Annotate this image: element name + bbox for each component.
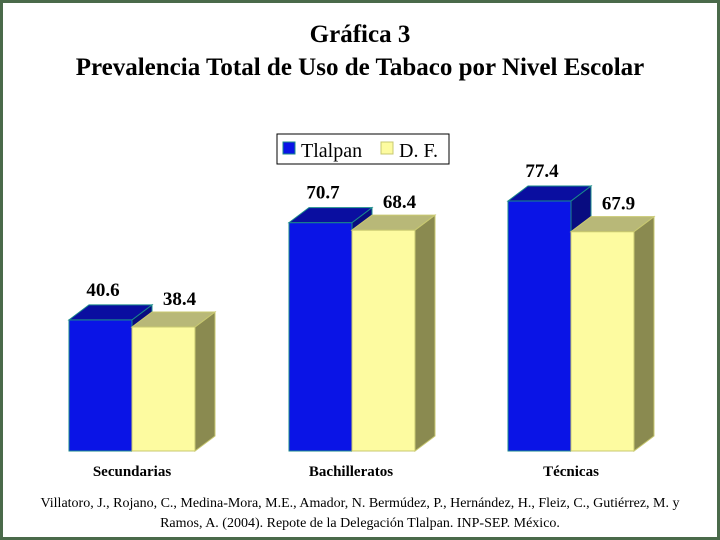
legend-label-tlalpan: Tlalpan <box>301 140 362 162</box>
bar-secundarias-df <box>131 326 196 452</box>
category-label-secundarias: Secundarias <box>93 464 172 480</box>
bar-top-secundarias-tlalpan <box>67 304 154 321</box>
category-label-bachilleratos: Bachilleratos <box>309 464 393 480</box>
data-label-t-cnicas-tlalpan: 77.4 <box>525 161 559 182</box>
data-label-t-cnicas-df: 67.9 <box>602 194 635 215</box>
bar-side-t-cnicas-df <box>633 215 655 452</box>
legend-swatch-df <box>380 141 394 155</box>
bar-side-bachilleratos-df <box>414 214 436 452</box>
bar-t-cnicas-df <box>570 231 635 452</box>
bar-bachilleratos-tlalpan <box>288 222 353 452</box>
bar-secundarias-tlalpan <box>68 319 133 452</box>
bar-side-secundarias-df <box>194 310 216 452</box>
legend-label-df: D. F. <box>399 140 438 162</box>
bar-top-secundarias-df <box>130 311 217 328</box>
bar-top-bachilleratos-df <box>350 214 437 231</box>
category-label-t-cnicas: Técnicas <box>543 464 599 480</box>
legend-swatch-tlalpan <box>282 141 296 155</box>
bar-t-cnicas-tlalpan <box>507 200 572 452</box>
bar-top-bachilleratos-tlalpan <box>287 207 374 224</box>
bar-top-t-cnicas-df <box>569 216 656 233</box>
data-label-bachilleratos-tlalpan: 70.7 <box>306 183 340 204</box>
chart-title: Gráfica 3 Prevalencia Total de Uso de Ta… <box>0 18 720 84</box>
title-line-2: Prevalencia Total de Uso de Tabaco por N… <box>75 54 645 81</box>
source-citation: Villatoro, J., Rojano, C., Medina-Mora, … <box>40 496 680 531</box>
data-label-secundarias-tlalpan: 40.6 <box>86 280 119 301</box>
title-line-1: Gráfica 3 <box>309 21 411 48</box>
data-label-bachilleratos-df: 68.4 <box>383 192 417 213</box>
data-label-secundarias-df: 38.4 <box>163 289 197 310</box>
bar-top-t-cnicas-tlalpan <box>506 185 593 202</box>
bar-bachilleratos-df <box>351 229 416 452</box>
legend-box <box>276 133 450 165</box>
